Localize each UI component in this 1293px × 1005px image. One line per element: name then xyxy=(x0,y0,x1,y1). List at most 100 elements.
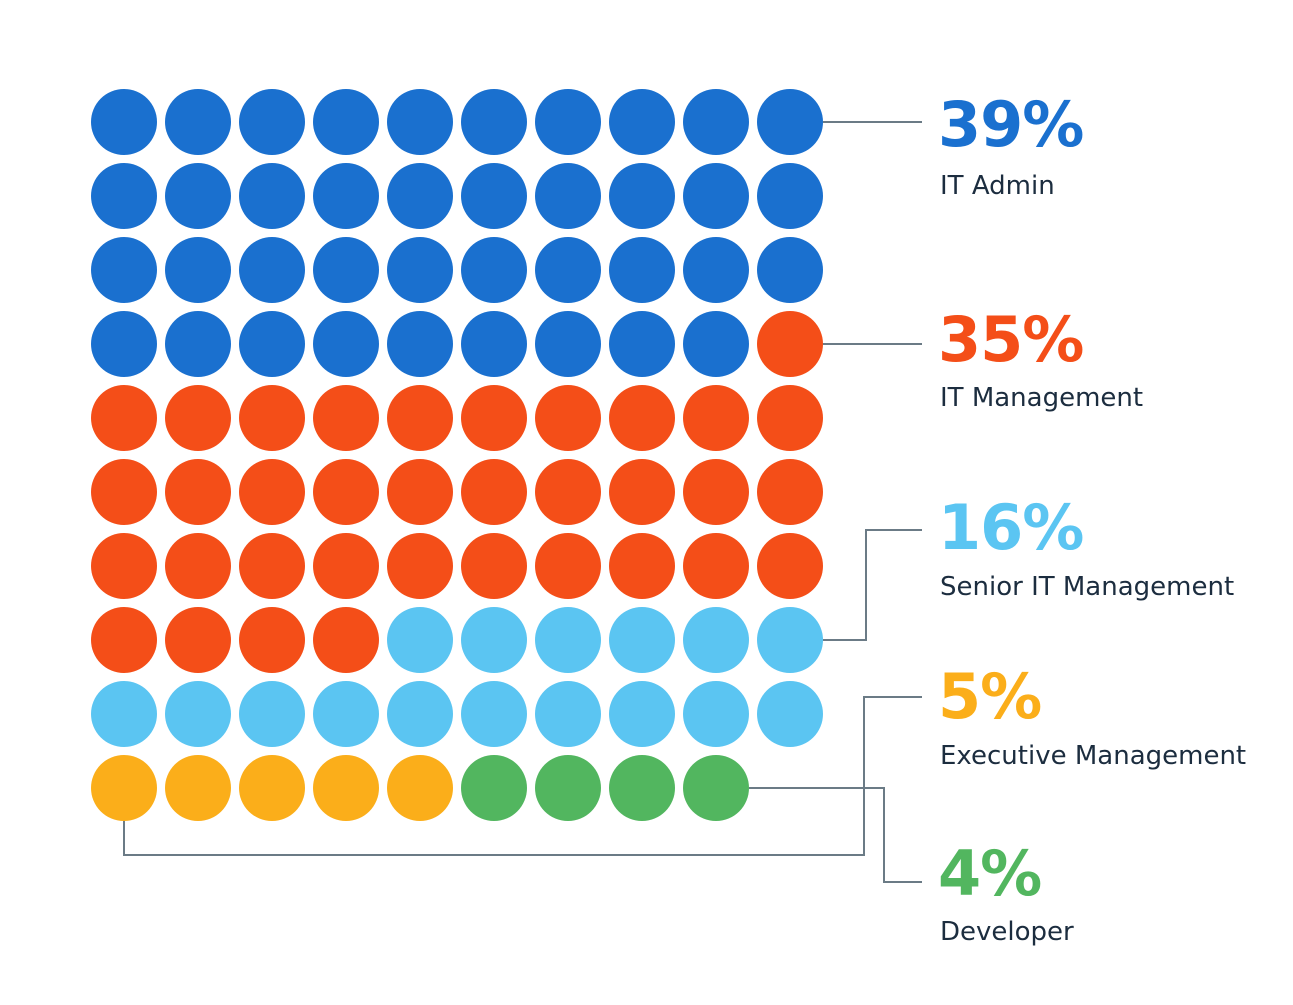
waffle-dot-it-management xyxy=(91,607,157,673)
connector-senior-it-management xyxy=(823,529,922,641)
waffle-dot-it-management xyxy=(239,607,305,673)
legend-value-senior-it-management: 16% xyxy=(938,491,1084,564)
waffle-dot-senior-it-management xyxy=(757,681,823,747)
waffle-dot-it-admin xyxy=(757,89,823,155)
waffle-dot-it-management xyxy=(757,533,823,599)
waffle-dot-it-management xyxy=(313,385,379,451)
waffle-dot-it-admin xyxy=(683,89,749,155)
waffle-dot-it-admin xyxy=(165,89,231,155)
waffle-dot-executive-management xyxy=(387,755,453,821)
waffle-dot-it-admin xyxy=(683,311,749,377)
waffle-dot-it-admin xyxy=(535,89,601,155)
waffle-dot-it-admin xyxy=(757,163,823,229)
waffle-dot-it-management xyxy=(165,607,231,673)
waffle-dot-it-management xyxy=(313,607,379,673)
waffle-dot-it-admin xyxy=(609,311,675,377)
waffle-dot-it-admin xyxy=(535,163,601,229)
waffle-dot-it-management xyxy=(387,459,453,525)
waffle-dot-it-management xyxy=(313,533,379,599)
waffle-dot-it-management xyxy=(683,459,749,525)
waffle-dot-senior-it-management xyxy=(387,607,453,673)
waffle-dot-senior-it-management xyxy=(239,681,305,747)
waffle-dot-it-admin xyxy=(461,89,527,155)
waffle-dot-it-management xyxy=(683,533,749,599)
waffle-dot-senior-it-management xyxy=(313,681,379,747)
waffle-dot-it-admin xyxy=(461,311,527,377)
waffle-dot-senior-it-management xyxy=(683,681,749,747)
waffle-dot-it-admin xyxy=(461,237,527,303)
waffle-dot-it-admin xyxy=(313,311,379,377)
waffle-dot-it-admin xyxy=(609,163,675,229)
waffle-dot-executive-management xyxy=(165,755,231,821)
waffle-dot-it-management xyxy=(239,533,305,599)
waffle-dot-it-admin xyxy=(239,89,305,155)
waffle-dot-it-admin xyxy=(461,163,527,229)
waffle-dot-it-management xyxy=(165,385,231,451)
waffle-dot-senior-it-management xyxy=(609,681,675,747)
waffle-dot-executive-management xyxy=(313,755,379,821)
legend-value-developer: 4% xyxy=(938,837,1042,910)
waffle-dot-it-management xyxy=(609,459,675,525)
waffle-dot-it-management xyxy=(387,533,453,599)
waffle-dot-it-admin xyxy=(757,237,823,303)
waffle-dot-it-management xyxy=(165,459,231,525)
waffle-dot-it-admin xyxy=(239,311,305,377)
waffle-dot-it-admin xyxy=(239,163,305,229)
waffle-dot-it-management xyxy=(165,533,231,599)
waffle-dot-senior-it-management xyxy=(165,681,231,747)
waffle-dot-it-management xyxy=(239,459,305,525)
legend-value-executive-management: 5% xyxy=(938,660,1042,733)
waffle-dot-it-management xyxy=(609,533,675,599)
waffle-dot-it-management xyxy=(609,385,675,451)
waffle-dot-executive-management xyxy=(91,755,157,821)
waffle-dot-it-management xyxy=(535,533,601,599)
waffle-dot-senior-it-management xyxy=(609,607,675,673)
waffle-dot-executive-management xyxy=(239,755,305,821)
waffle-dot-senior-it-management xyxy=(683,607,749,673)
waffle-dot-it-admin xyxy=(387,237,453,303)
legend-label-it-admin: IT Admin xyxy=(940,171,1055,201)
waffle-dot-it-admin xyxy=(313,163,379,229)
waffle-dot-it-management xyxy=(239,385,305,451)
waffle-dot-senior-it-management xyxy=(387,681,453,747)
legend-label-executive-management: Executive Management xyxy=(940,741,1247,771)
waffle-dot-senior-it-management xyxy=(91,681,157,747)
waffle-dot-it-management xyxy=(91,385,157,451)
waffle-dot-it-admin xyxy=(535,237,601,303)
waffle-dot-developer xyxy=(461,755,527,821)
waffle-dot-it-admin xyxy=(313,89,379,155)
waffle-dot-it-admin xyxy=(91,163,157,229)
waffle-dot-it-admin xyxy=(239,237,305,303)
waffle-dot-it-management xyxy=(461,385,527,451)
waffle-dot-it-admin xyxy=(165,163,231,229)
waffle-dot-it-management xyxy=(387,385,453,451)
waffle-dot-developer xyxy=(609,755,675,821)
waffle-dot-it-admin xyxy=(535,311,601,377)
waffle-dot-it-management xyxy=(757,385,823,451)
waffle-dot-it-management xyxy=(535,459,601,525)
legend-label-it-management: IT Management xyxy=(940,383,1144,413)
connector-developer xyxy=(749,787,922,883)
waffle-dot-it-management xyxy=(461,533,527,599)
connector-executive-management xyxy=(123,696,922,856)
waffle-dot-senior-it-management xyxy=(535,681,601,747)
waffle-dot-it-management xyxy=(91,533,157,599)
waffle-dot-it-management xyxy=(91,459,157,525)
waffle-dot-it-admin xyxy=(683,163,749,229)
waffle-dot-developer xyxy=(535,755,601,821)
waffle-dot-it-admin xyxy=(609,237,675,303)
waffle-dot-it-admin xyxy=(91,89,157,155)
waffle-dot-it-management xyxy=(535,385,601,451)
waffle-dot-it-admin xyxy=(609,89,675,155)
waffle-dot-it-management xyxy=(313,459,379,525)
waffle-dot-it-admin xyxy=(387,311,453,377)
waffle-dot-it-admin xyxy=(387,163,453,229)
waffle-dot-it-management xyxy=(757,311,823,377)
waffle-dot-it-management xyxy=(757,459,823,525)
waffle-dot-it-admin xyxy=(313,237,379,303)
legend-label-senior-it-management: Senior IT Management xyxy=(940,572,1235,602)
legend-label-developer: Developer xyxy=(940,917,1074,947)
waffle-dot-it-admin xyxy=(91,311,157,377)
waffle-dot-it-management xyxy=(683,385,749,451)
